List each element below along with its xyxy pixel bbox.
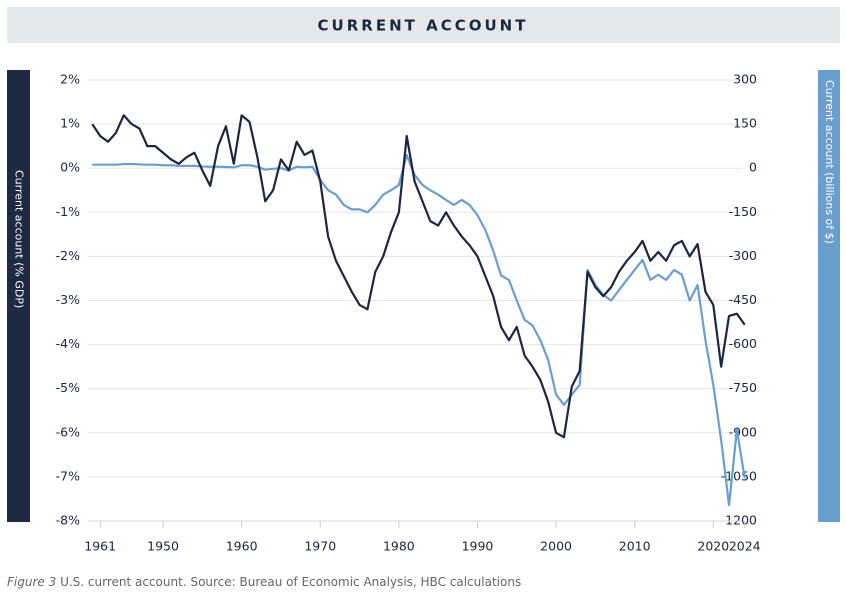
y2-tick-label: -1050: [721, 468, 757, 483]
y-tick-label: -5%: [56, 380, 80, 395]
caption-label: Figure 3: [7, 575, 56, 589]
y-tick-label: -1%: [56, 204, 80, 219]
y2-tick-label: -1200: [721, 513, 757, 528]
y2-tick-label: -750: [729, 380, 757, 395]
x-tick-label: 1961: [84, 539, 116, 554]
y-tick-label: -7%: [56, 468, 80, 483]
y2-tick-label: -600: [729, 336, 757, 351]
y2-tick-label: -300: [729, 248, 757, 263]
y-tick-label: 0%: [60, 160, 80, 175]
x-tick-label: 1950: [147, 539, 179, 554]
y-tick-label: -3%: [56, 292, 80, 307]
y-tick-label: -8%: [56, 513, 80, 528]
y-tick-label: 1%: [60, 116, 80, 131]
series-line: [91, 114, 746, 439]
x-tick-label: 2024: [729, 539, 761, 554]
x-tick-label: 1990: [462, 539, 494, 554]
y-tick-label: -2%: [56, 248, 80, 263]
left-axis-bar: [7, 70, 30, 522]
y2-axis-label: Current account (billions of $): [823, 80, 836, 244]
y2-tick-label: -150: [729, 204, 757, 219]
y2-tick-label: 150: [733, 116, 757, 131]
y2-tick-label: 0: [749, 160, 757, 175]
x-tick-label: 2020: [697, 539, 729, 554]
x-tick-label: 2000: [540, 539, 572, 554]
caption: Figure 3 U.S. current account. Source: B…: [7, 575, 521, 589]
x-tick-label: 1980: [383, 539, 415, 554]
y2-tick-label: -450: [729, 292, 757, 307]
y2-tick-label: -900: [729, 424, 757, 439]
x-tick-label: 1970: [304, 539, 336, 554]
y-axis-label: Current account (% GDP): [13, 170, 26, 308]
y2-tick-label: 300: [733, 72, 757, 87]
y-tick-label: -6%: [56, 424, 80, 439]
right-axis-bar: [818, 70, 840, 522]
x-tick-label: 1960: [226, 539, 258, 554]
y-tick-label: -4%: [56, 336, 80, 351]
chart-title: CURRENT ACCOUNT: [318, 17, 529, 35]
caption-text: U.S. current account. Source: Bureau of …: [60, 575, 521, 589]
y-tick-label: 2%: [60, 72, 80, 87]
series-line: [92, 153, 746, 507]
x-tick-label: 2010: [619, 539, 651, 554]
title-bar: [7, 7, 840, 43]
